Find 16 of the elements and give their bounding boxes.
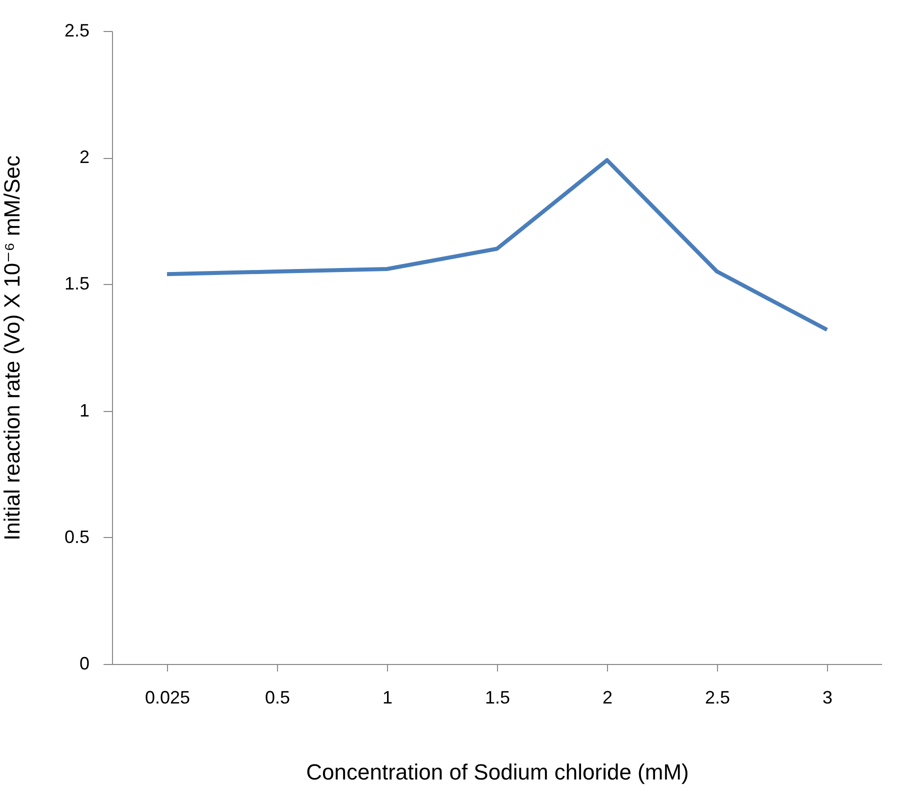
y-tick-label: 1.5 [64, 274, 90, 294]
y-tick-label: 1 [79, 400, 90, 420]
y-tick-label: 2.5 [64, 20, 90, 40]
x-tick-label: 0.5 [264, 688, 290, 708]
x-tick-label: 0.025 [144, 688, 190, 708]
x-tick-label: 3 [822, 688, 833, 708]
x-tick-label: 2.5 [704, 688, 730, 708]
y-axis-title: Initial reaction rate (Vo) X 10⁻⁶ mM/Sec [0, 155, 24, 541]
line-series [165, 158, 829, 332]
x-axis-title: Concentration of Sodium chloride (mM) [306, 760, 689, 784]
y-tick-label: 2 [79, 147, 90, 168]
y-tick-label: 0.5 [64, 526, 90, 547]
x-tick-label: 1.5 [484, 688, 510, 708]
y-tick-label: 0 [79, 654, 90, 674]
x-tick-label: 2 [602, 688, 613, 708]
x-tick-label: 1 [382, 688, 393, 708]
